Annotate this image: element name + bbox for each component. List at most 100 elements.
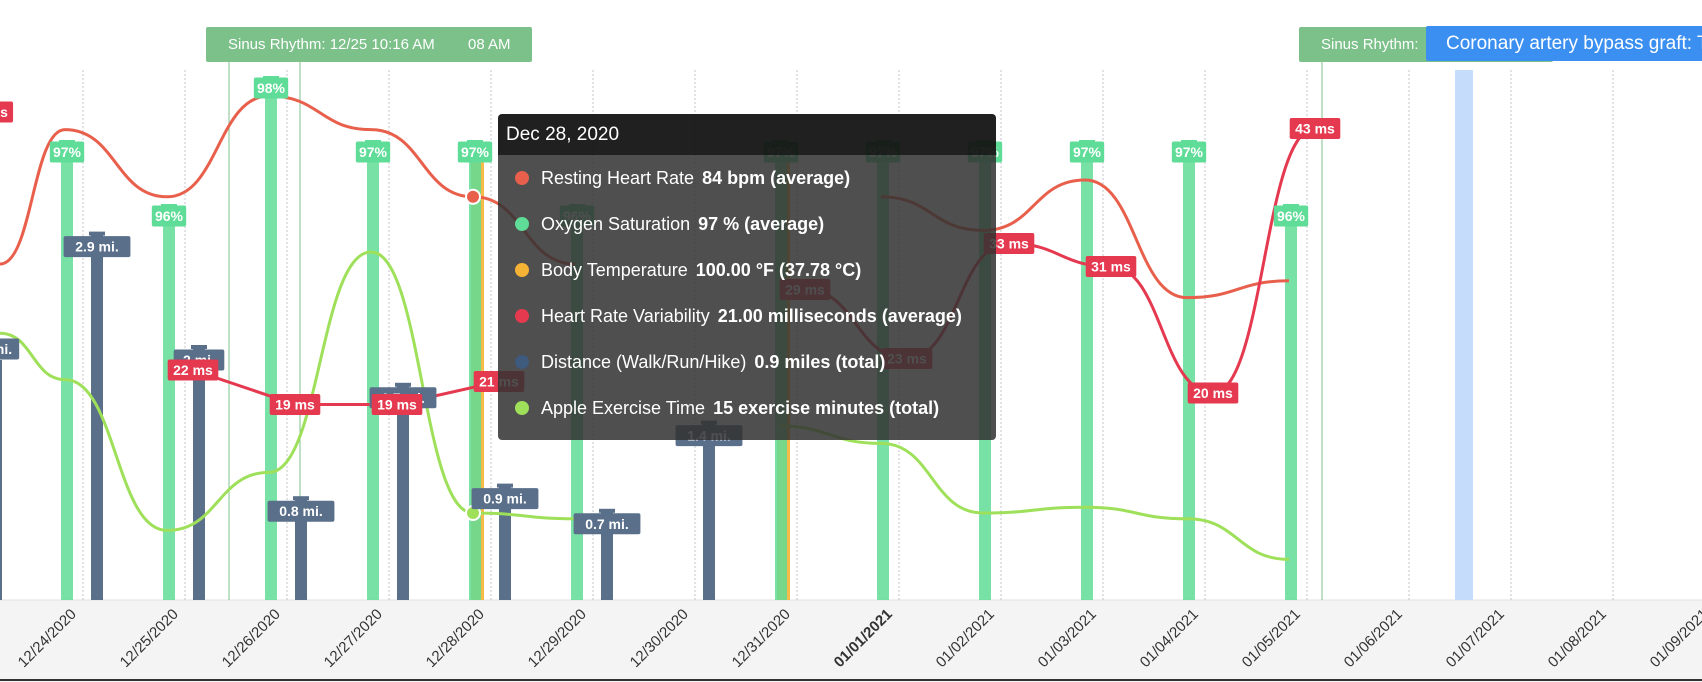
hrv-label: 19 ms [371, 394, 423, 415]
oxygen-label-bg [1171, 141, 1207, 163]
oxygen-label-text: 97% [53, 144, 82, 160]
oxygen-label: 97% [457, 141, 493, 163]
tooltip-row: Heart Rate Variability 21.00 milliseconds… [498, 293, 996, 339]
tooltip-series-label: Apple Exercise Time [541, 397, 706, 418]
distance-bar-cap [497, 483, 513, 488]
oxygen-label-text: 97% [461, 144, 490, 160]
hrv-label-text: 22 ms [173, 362, 213, 378]
tooltip-series-value: 21.00 milliseconds (average) [717, 305, 962, 326]
distance-label-text: 0.8 mi. [279, 503, 323, 519]
hrv-label-bg [269, 394, 321, 415]
distance-bar [397, 385, 409, 600]
tooltip-row: Oxygen Saturation 97 % (average) [498, 201, 996, 247]
tooltip-row: Apple Exercise Time 15 exercise minutes (… [498, 385, 996, 431]
procedure-annotation[interactable]: Coronary artery bypass graft: T [1426, 26, 1702, 61]
tooltip-series-value: 97 % (average) [698, 213, 825, 234]
oxygen-bar [367, 152, 379, 600]
distance-label-bg [471, 488, 539, 510]
exercise-time-line-2 [778, 424, 1290, 561]
oxygen-bar [61, 152, 73, 600]
oxygen-label: 97% [1171, 141, 1207, 163]
hrv-label-text: 20 ms [1193, 385, 1233, 401]
hrv-label-bg [983, 233, 1035, 254]
distance-bar [91, 234, 103, 600]
distance-label-text: 0.9 mi. [483, 491, 527, 507]
distance-label-edge: mi. [0, 338, 20, 360]
hrv-label-bg [1085, 256, 1137, 277]
hrv-label-bg [167, 359, 219, 381]
data-tooltip: Dec 28, 2020 Resting Heart Rate 84 bpm (a… [498, 114, 996, 440]
oxygen-label: 97% [49, 141, 85, 163]
tooltip-series-label: Resting Heart Rate [541, 167, 695, 188]
tooltip-row: Resting Heart Rate 84 bpm (average) [498, 155, 996, 201]
oxygen-bar [265, 88, 277, 600]
hrv-line [192, 368, 500, 406]
tooltip-series-value: 15 exercise minutes (total) [713, 397, 940, 418]
tooltip-series-dot [515, 217, 529, 231]
tooltip-row: Body Temperature 100.00 °F (37.78 °C) [498, 247, 996, 293]
oxygen-label: 98% [253, 77, 289, 99]
hrv-label-bg [1289, 118, 1341, 139]
distance-label: 0.9 mi. [471, 488, 539, 510]
distance-label-text: 2.9 mi. [75, 239, 119, 255]
tooltip-series-dot [515, 355, 529, 369]
distance-label: 2.9 mi. [63, 236, 131, 258]
oxygen-label-bg [1273, 205, 1309, 227]
distance-label-bg [63, 236, 131, 258]
distance-label: 0.7 mi. [573, 513, 641, 535]
distance-bar-cap [89, 231, 105, 236]
rhythm-annotation-1-overlap: 08 AM [468, 36, 511, 53]
hrv-label-bg [371, 394, 423, 415]
oxygen-bar [1183, 152, 1195, 600]
distance-label-edge-bg [0, 338, 20, 360]
rhythm-annotation-1[interactable]: Sinus Rhythm: 12/25 10:16 AM 08 AM [206, 27, 532, 62]
tooltip-series-label: Oxygen Saturation [541, 213, 691, 234]
hr-edge-label-bg [0, 101, 14, 123]
distance-label-bg [267, 500, 335, 522]
distance-bar [295, 499, 307, 600]
tooltip-series-dot [515, 309, 529, 323]
tooltip-series-value: 100.00 °F (37.78 °C) [695, 259, 862, 280]
hrv-label: 19 ms [269, 394, 321, 415]
oxygen-label-text: 96% [155, 208, 184, 224]
oxygen-bar [1081, 152, 1093, 600]
oxygen-label-bg [457, 141, 493, 163]
highlight-band [1455, 70, 1473, 600]
oxygen-label-bg [1069, 141, 1105, 163]
tooltip-series-dot [515, 401, 529, 415]
hrv-label-text: 31 ms [1091, 259, 1131, 275]
selected-marker-heart-rate [465, 188, 481, 205]
distance-label-text: 0.7 mi. [585, 516, 629, 532]
tooltip-series-label: Body Temperature [541, 259, 688, 280]
oxygen-label-bg [253, 77, 289, 99]
oxygen-label: 96% [151, 205, 187, 227]
hr-edge-label: s [0, 101, 14, 123]
rhythm-annotation-1-label: Sinus Rhythm: 12/25 10:16 AM [228, 36, 435, 53]
tooltip-title: Dec 28, 2020 [498, 114, 996, 155]
hrv-label: 31 ms [1085, 256, 1137, 277]
hrv-label: 43 ms [1289, 118, 1341, 139]
tooltip-series-label: Distance (Walk/Run/Hike) [541, 351, 747, 372]
oxygen-bar [163, 216, 175, 600]
exercise-time-line [0, 250, 576, 532]
distance-bar-cap [395, 382, 411, 387]
tooltip-series-dot [515, 263, 529, 277]
tooltip-series-value: 0.9 miles (total) [754, 351, 886, 372]
rhythm-annotation-2-label: Sinus Rhythm: [1321, 36, 1419, 53]
x-axis-band [0, 600, 1702, 682]
hrv-label-text: 19 ms [275, 397, 315, 413]
tooltip-row: Distance (Walk/Run/Hike) 0.9 miles (total… [498, 339, 996, 385]
oxygen-label-bg [151, 205, 187, 227]
hr-edge-label-text: s [0, 104, 8, 120]
hrv-label: 22 ms [167, 359, 219, 381]
tooltip-series-dot [515, 171, 529, 185]
distance-bar-cap [293, 496, 309, 501]
oxygen-bar [1285, 216, 1297, 600]
distance-label-bg [573, 513, 641, 535]
distance-bar-cap [191, 345, 207, 349]
oxygen-label-bg [49, 141, 85, 163]
oxygen-label-text: 97% [1073, 144, 1102, 160]
distance-bar [703, 423, 715, 600]
oxygen-label-text: 97% [1175, 144, 1204, 160]
